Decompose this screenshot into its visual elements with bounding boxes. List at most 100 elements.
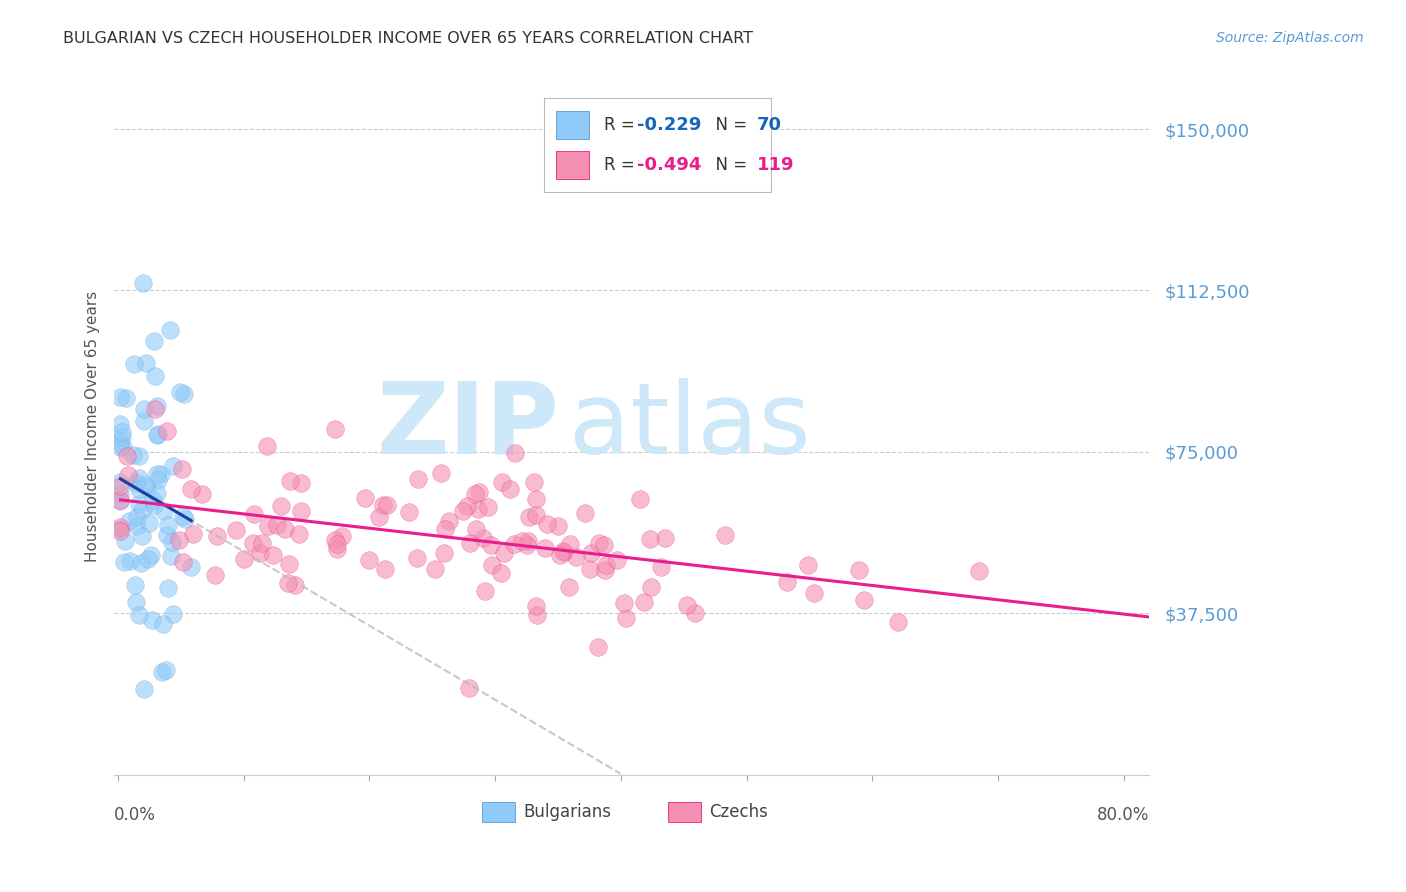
- Point: [524, 508, 547, 523]
- Point: [136, 552, 159, 566]
- Point: [640, 580, 662, 594]
- Point: [713, 527, 735, 541]
- Point: [374, 562, 396, 576]
- Point: [204, 568, 226, 582]
- Point: [290, 504, 312, 518]
- Point: [579, 546, 602, 560]
- Point: [110, 440, 132, 454]
- Point: [172, 555, 194, 569]
- Point: [323, 533, 346, 547]
- Point: [433, 546, 456, 560]
- Point: [160, 549, 183, 564]
- Point: [128, 482, 150, 496]
- Point: [110, 434, 132, 449]
- Point: [560, 537, 582, 551]
- Text: 80.0%: 80.0%: [1097, 806, 1149, 824]
- Text: N =: N =: [704, 155, 752, 174]
- Point: [153, 503, 176, 517]
- Point: [145, 428, 167, 442]
- Point: [249, 546, 271, 560]
- Point: [143, 368, 166, 383]
- Point: [628, 492, 651, 507]
- Point: [134, 402, 156, 417]
- Point: [262, 548, 284, 562]
- Point: [516, 534, 538, 549]
- Point: [125, 518, 148, 533]
- Point: [357, 553, 380, 567]
- Point: [142, 498, 165, 512]
- Point: [169, 384, 191, 399]
- Point: [131, 276, 153, 290]
- Point: [120, 554, 142, 568]
- Point: [593, 562, 616, 576]
- Point: [145, 467, 167, 481]
- Point: [683, 606, 706, 620]
- Point: [477, 500, 499, 514]
- Point: [122, 357, 145, 371]
- Y-axis label: Householder Income Over 65 years: Householder Income Over 65 years: [86, 291, 100, 562]
- Point: [149, 467, 172, 482]
- Point: [326, 537, 349, 551]
- Point: [138, 516, 160, 531]
- Text: -0.494: -0.494: [637, 155, 702, 174]
- Point: [451, 504, 474, 518]
- Point: [156, 517, 179, 532]
- Point: [274, 522, 297, 536]
- Point: [326, 541, 349, 556]
- Point: [156, 528, 179, 542]
- Point: [150, 665, 173, 679]
- Point: [284, 578, 307, 592]
- Point: [406, 472, 429, 486]
- Point: [502, 537, 524, 551]
- Point: [135, 481, 157, 495]
- Point: [471, 532, 494, 546]
- Point: [142, 493, 165, 508]
- Point: [288, 527, 311, 541]
- Point: [553, 544, 575, 558]
- Point: [776, 575, 799, 590]
- Point: [588, 536, 610, 550]
- Point: [110, 417, 132, 431]
- Point: [155, 663, 177, 677]
- Point: [553, 544, 575, 558]
- Point: [323, 422, 346, 436]
- Point: [510, 533, 533, 548]
- Point: [160, 534, 183, 549]
- Point: [111, 425, 134, 439]
- Bar: [668, 803, 700, 822]
- Text: R =: R =: [603, 116, 640, 134]
- Point: [162, 607, 184, 621]
- Point: [423, 562, 446, 576]
- Point: [242, 536, 264, 550]
- Point: [118, 514, 141, 528]
- Point: [464, 487, 486, 501]
- Point: [162, 458, 184, 473]
- Point: [516, 538, 538, 552]
- Point: [499, 482, 522, 496]
- Point: [125, 510, 148, 524]
- Point: [676, 598, 699, 612]
- Point: [256, 439, 278, 453]
- Point: [180, 559, 202, 574]
- Point: [159, 323, 181, 337]
- Point: [156, 581, 179, 595]
- Point: [128, 608, 150, 623]
- Point: [479, 538, 502, 552]
- Point: [437, 515, 460, 529]
- Point: [494, 546, 516, 560]
- Point: [505, 445, 527, 459]
- Point: [112, 441, 135, 455]
- Point: [578, 562, 600, 576]
- Point: [467, 502, 489, 516]
- Point: [111, 430, 134, 444]
- Point: [650, 560, 672, 574]
- Point: [371, 498, 394, 512]
- Point: [491, 475, 513, 489]
- Bar: [555, 111, 589, 139]
- Point: [181, 527, 204, 541]
- Point: [536, 517, 558, 532]
- Point: [534, 541, 557, 555]
- Text: R =: R =: [603, 155, 640, 174]
- Point: [115, 391, 138, 405]
- Text: ZIP: ZIP: [377, 377, 560, 475]
